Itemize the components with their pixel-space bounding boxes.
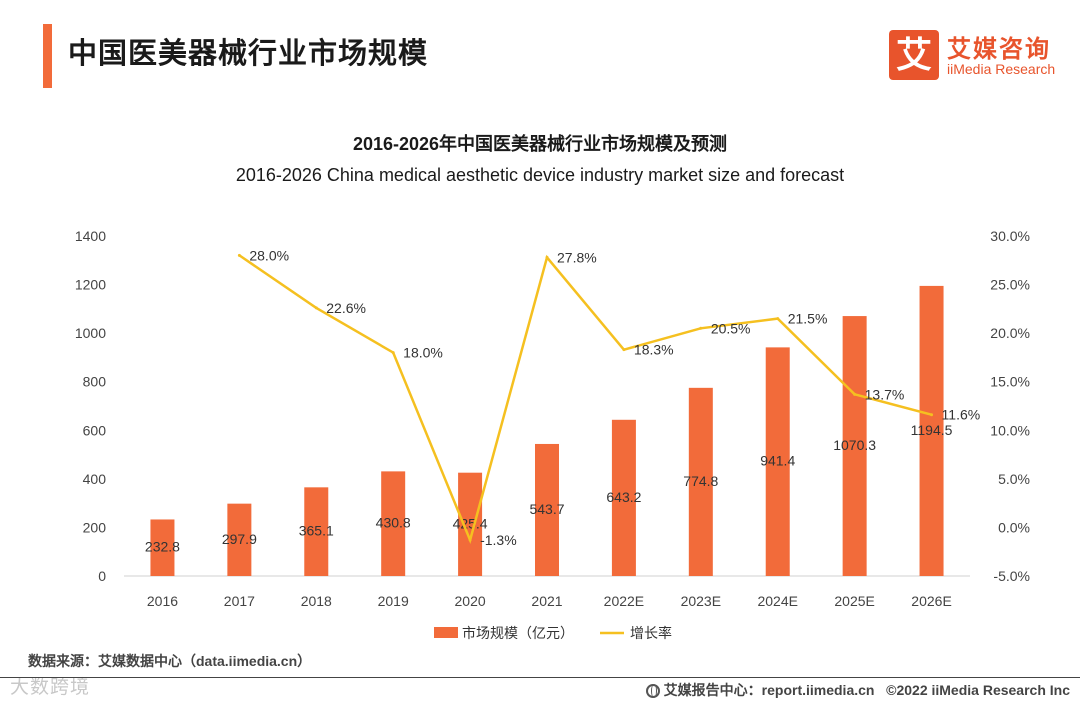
x-tick-label: 2021 xyxy=(531,593,562,609)
line-point xyxy=(930,413,934,417)
y-right-tick-label: -5.0% xyxy=(993,568,1030,584)
iimedia-logo: 艾 艾媒咨询 iiMedia Research xyxy=(889,30,1064,82)
bar-value-label: 543.7 xyxy=(529,501,564,517)
line-point xyxy=(391,351,395,355)
bar xyxy=(304,487,329,576)
x-tick-label: 2016 xyxy=(147,593,178,609)
y-right-tick-label: 0.0% xyxy=(998,519,1030,535)
line-point xyxy=(237,253,241,257)
watermark: 大数跨境 xyxy=(10,677,91,698)
line-point xyxy=(468,538,472,542)
legend-line-label: 增长率 xyxy=(630,625,672,641)
line-value-label: 27.8% xyxy=(557,249,597,265)
line-value-label: 13.7% xyxy=(865,386,905,402)
logo-name-cn: 艾媒咨询 xyxy=(947,36,1051,63)
line-value-label: 22.6% xyxy=(326,300,366,316)
legend-bar-label: 市场规模（亿元） xyxy=(462,625,574,641)
data-source: 数据来源：艾媒数据中心（data.iimedia.cn） xyxy=(28,653,312,669)
copyright: ©2022 iiMedia Research Inc xyxy=(886,682,1070,698)
bar-value-label: 643.2 xyxy=(606,489,641,505)
x-tick-label: 2025E xyxy=(834,593,874,609)
y-left-tick-label: 800 xyxy=(83,374,107,390)
bar-value-label: 774.8 xyxy=(683,473,718,489)
y-left-tick-label: 600 xyxy=(83,422,107,438)
legend: 市场规模（亿元） 增长率 xyxy=(434,625,672,641)
y-right-tick-label: 25.0% xyxy=(990,277,1030,293)
growth-rate-line xyxy=(238,254,932,544)
bar-value-label: 1194.5 xyxy=(911,422,953,438)
line-point xyxy=(699,326,703,330)
line-value-label: 18.3% xyxy=(634,342,674,358)
globe-icon xyxy=(645,684,660,698)
y-right-tick-label: 10.0% xyxy=(990,422,1030,438)
bar xyxy=(227,503,252,576)
y-right-tick-label: 5.0% xyxy=(998,471,1030,487)
line-point xyxy=(314,306,318,310)
x-axis: 2016 2017 2018 2019 2020 2021 2022E 2023E 2024E 2… xyxy=(147,593,952,609)
bar xyxy=(688,387,713,576)
bar-value-label: 365.1 xyxy=(299,523,334,539)
y-left-tick-label: 1000 xyxy=(75,325,106,341)
y-left-tick-label: 1400 xyxy=(75,228,106,244)
line-value-label: -1.3% xyxy=(480,532,517,548)
bar xyxy=(919,285,944,576)
y-right-tick-label: 15.0% xyxy=(990,374,1030,390)
line-value-label: 28.0% xyxy=(249,247,289,263)
logo-name-en: iiMedia Research xyxy=(947,61,1056,77)
y-left-tick-label: 0 xyxy=(98,568,106,584)
bar xyxy=(535,443,559,576)
bar-value-label: 430.8 xyxy=(376,515,411,531)
line-value-label: 20.5% xyxy=(711,320,751,336)
bar-value-label: 941.4 xyxy=(760,453,795,469)
bar-series: 232.8 297.9 365.1 430.8 425.4 543.7 643.2 774.8… xyxy=(145,285,953,576)
line-point xyxy=(622,348,626,352)
title-accent-bar xyxy=(43,24,52,88)
line-point xyxy=(853,392,857,396)
logo-glyph: 艾 xyxy=(895,34,932,75)
bar xyxy=(150,519,175,576)
line-value-label: 21.5% xyxy=(788,311,828,327)
line-value-label: 11.6% xyxy=(942,407,981,423)
chart-title: 2016-2026年中国医美器械行业市场规模及预测 xyxy=(352,134,728,154)
page-title: 中国医美器械行业市场规模 xyxy=(68,38,429,70)
bar xyxy=(765,347,790,576)
footer-info: 艾媒报告中心：report.iimedia.cn ©2022 iiMedia R… xyxy=(645,680,1070,700)
x-tick-label: 2024E xyxy=(757,593,797,609)
x-tick-label: 2023E xyxy=(681,593,721,609)
x-tick-label: 2026E xyxy=(911,593,951,609)
x-tick-label: 2017 xyxy=(224,593,255,609)
x-tick-label: 2022E xyxy=(604,593,644,609)
chart-subtitle: 2016-2026 China medical aesthetic device… xyxy=(235,165,845,185)
x-tick-label: 2018 xyxy=(301,593,332,609)
line-point xyxy=(545,255,549,259)
legend-bar-swatch xyxy=(434,627,458,638)
line-value-label: 18.0% xyxy=(403,345,443,361)
y-axis-left: 0 200 400 600 800 1000 1200 1400 xyxy=(75,228,106,584)
y-right-tick-label: 30.0% xyxy=(990,228,1030,244)
y-right-tick-label: 20.0% xyxy=(990,325,1030,341)
line-series: 28.0% 22.6% 18.0% -1.3% 27.8% 18.3% 20.5% 21.5%… xyxy=(237,247,981,548)
report-center: 艾媒报告中心：report.iimedia.cn xyxy=(663,682,875,698)
footer-divider xyxy=(0,677,1080,678)
bar-value-label: 1070.3 xyxy=(833,437,876,453)
bar xyxy=(611,419,636,576)
y-axis-right: -5.0% 0.0% 5.0% 10.0% 15.0% 20.0% 25.0% 30.0% xyxy=(990,228,1030,584)
x-tick-label: 2020 xyxy=(455,593,486,609)
y-left-tick-label: 200 xyxy=(83,519,107,535)
y-left-tick-label: 400 xyxy=(83,471,107,487)
bar xyxy=(458,472,483,576)
bar-value-label: 297.9 xyxy=(222,531,257,547)
bar xyxy=(381,471,406,576)
y-left-tick-label: 1200 xyxy=(75,277,106,293)
line-point xyxy=(776,317,780,321)
bar xyxy=(842,316,867,576)
bar-value-label: 425.4 xyxy=(453,515,488,531)
x-tick-label: 2019 xyxy=(378,593,409,609)
logo-mark-icon xyxy=(889,30,939,80)
bar-value-label: 232.8 xyxy=(145,539,180,555)
